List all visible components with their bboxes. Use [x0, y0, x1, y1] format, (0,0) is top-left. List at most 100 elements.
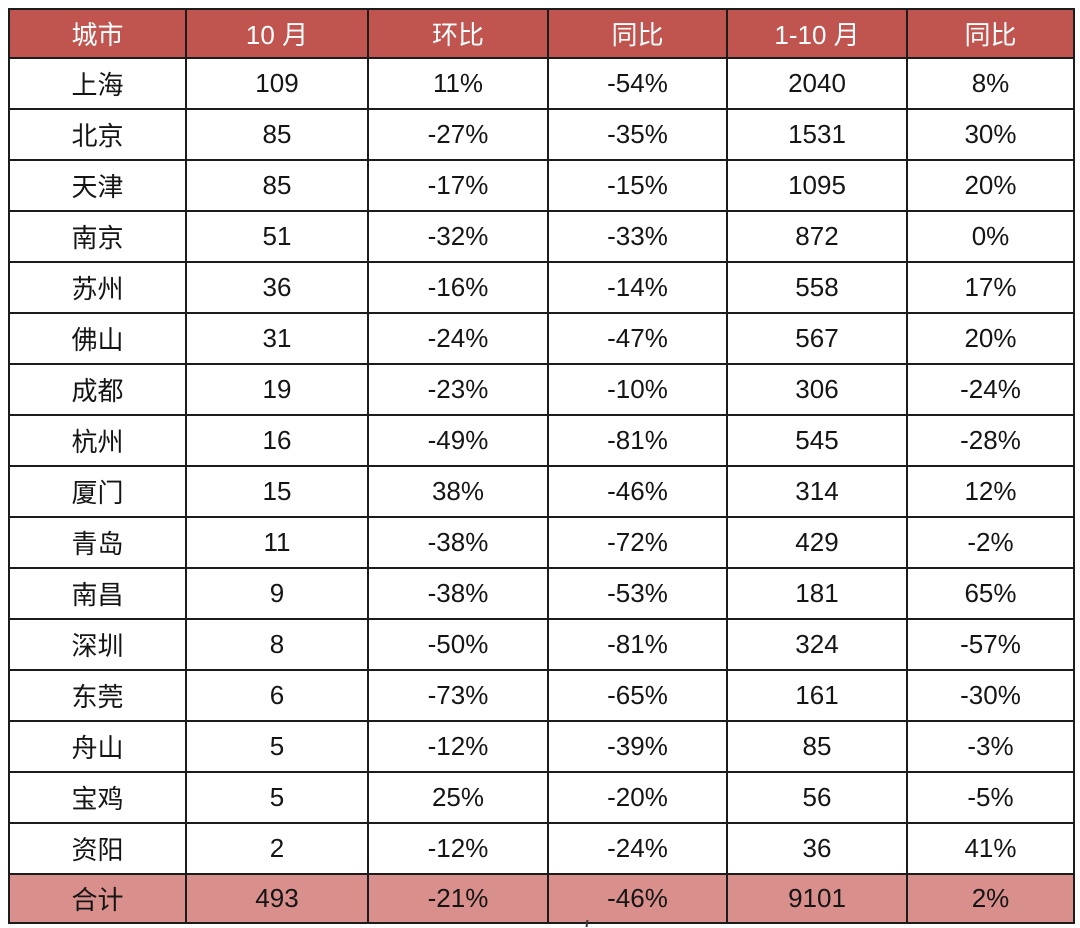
value-cell: 6 [185, 669, 369, 722]
total-row: 合计 493 -21% -46% 9101 2% [8, 873, 1075, 924]
value-cell: -81% [547, 414, 728, 467]
table-row: 资阳 2 -12% -24% 36 41% [8, 822, 1075, 875]
value-cell: -81% [547, 618, 728, 671]
value-cell: -3% [906, 720, 1075, 773]
table-row: 深圳 8 -50% -81% 324 -57% [8, 618, 1075, 671]
total-value-cell: -46% [547, 873, 728, 924]
value-cell: -30% [906, 669, 1075, 722]
value-cell: 161 [726, 669, 908, 722]
value-cell: 181 [726, 567, 908, 620]
city-name-cell: 杭州 [8, 414, 187, 467]
value-cell: -14% [547, 261, 728, 314]
table-row: 杭州 16 -49% -81% 545 -28% [8, 414, 1075, 467]
value-cell: 36 [726, 822, 908, 875]
stray-mark [585, 919, 589, 928]
value-cell: -57% [906, 618, 1075, 671]
column-header-3: 同比 [547, 8, 728, 59]
value-cell: 8 [185, 618, 369, 671]
column-header-4: 1-10 月 [726, 8, 908, 59]
value-cell: 314 [726, 465, 908, 518]
value-cell: 31 [185, 312, 369, 365]
table-row: 苏州 36 -16% -14% 558 17% [8, 261, 1075, 314]
value-cell: 36 [185, 261, 369, 314]
value-cell: -72% [547, 516, 728, 569]
value-cell: 9 [185, 567, 369, 620]
value-cell: -20% [547, 771, 728, 824]
value-cell: -65% [547, 669, 728, 722]
city-name-cell: 东莞 [8, 669, 187, 722]
value-cell: 51 [185, 210, 369, 263]
value-cell: -24% [367, 312, 549, 365]
value-cell: -50% [367, 618, 549, 671]
value-cell: 872 [726, 210, 908, 263]
value-cell: 15 [185, 465, 369, 518]
value-cell: 8% [906, 57, 1075, 110]
value-cell: -35% [547, 108, 728, 161]
value-cell: -24% [906, 363, 1075, 416]
value-cell: 85 [185, 159, 369, 212]
table-row: 宝鸡 5 25% -20% 56 -5% [8, 771, 1075, 824]
value-cell: 11% [367, 57, 549, 110]
value-cell: -23% [367, 363, 549, 416]
column-header-1: 10 月 [185, 8, 369, 59]
value-cell: -39% [547, 720, 728, 773]
value-cell: -28% [906, 414, 1075, 467]
value-cell: -17% [367, 159, 549, 212]
value-cell: 20% [906, 312, 1075, 365]
total-value-cell: 493 [185, 873, 369, 924]
value-cell: 30% [906, 108, 1075, 161]
table-row: 南昌 9 -38% -53% 181 65% [8, 567, 1075, 620]
value-cell: -54% [547, 57, 728, 110]
value-cell: -12% [367, 720, 549, 773]
column-header-2: 环比 [367, 8, 549, 59]
table-row: 东莞 6 -73% -65% 161 -30% [8, 669, 1075, 722]
city-name-cell: 舟山 [8, 720, 187, 773]
table-row: 青岛 11 -38% -72% 429 -2% [8, 516, 1075, 569]
value-cell: -38% [367, 567, 549, 620]
total-value-cell: 2% [906, 873, 1075, 924]
city-name-cell: 北京 [8, 108, 187, 161]
value-cell: -16% [367, 261, 549, 314]
city-name-cell: 苏州 [8, 261, 187, 314]
value-cell: -46% [547, 465, 728, 518]
value-cell: 324 [726, 618, 908, 671]
table-row: 上海 109 11% -54% 2040 8% [8, 57, 1075, 110]
value-cell: 20% [906, 159, 1075, 212]
value-cell: 1531 [726, 108, 908, 161]
table-row: 佛山 31 -24% -47% 567 20% [8, 312, 1075, 365]
value-cell: 567 [726, 312, 908, 365]
table-row: 南京 51 -32% -33% 872 0% [8, 210, 1075, 263]
table-row: 厦门 15 38% -46% 314 12% [8, 465, 1075, 518]
value-cell: 56 [726, 771, 908, 824]
value-cell: -5% [906, 771, 1075, 824]
value-cell: -47% [547, 312, 728, 365]
value-cell: 306 [726, 363, 908, 416]
total-value-cell: 9101 [726, 873, 908, 924]
value-cell: 11 [185, 516, 369, 569]
city-name-cell: 深圳 [8, 618, 187, 671]
total-value-cell: -21% [367, 873, 549, 924]
city-name-cell: 南京 [8, 210, 187, 263]
value-cell: -38% [367, 516, 549, 569]
city-name-cell: 成都 [8, 363, 187, 416]
table-row: 舟山 5 -12% -39% 85 -3% [8, 720, 1075, 773]
value-cell: 85 [726, 720, 908, 773]
value-cell: 5 [185, 771, 369, 824]
table-row: 天津 85 -17% -15% 1095 20% [8, 159, 1075, 212]
value-cell: 41% [906, 822, 1075, 875]
city-sales-table: 城市 10 月环比 同比 1-10 月同比 上海 109 11% -54% 2040 8% 北京 8… [8, 8, 1075, 924]
value-cell: -2% [906, 516, 1075, 569]
column-header-5: 同比 [906, 8, 1075, 59]
value-cell: -33% [547, 210, 728, 263]
city-name-cell: 资阳 [8, 822, 187, 875]
value-cell: 85 [185, 108, 369, 161]
value-cell: -12% [367, 822, 549, 875]
value-cell: -24% [547, 822, 728, 875]
city-name-cell: 厦门 [8, 465, 187, 518]
city-name-cell: 宝鸡 [8, 771, 187, 824]
value-cell: -27% [367, 108, 549, 161]
value-cell: 38% [367, 465, 549, 518]
value-cell: 16 [185, 414, 369, 467]
value-cell: -32% [367, 210, 549, 263]
value-cell: 545 [726, 414, 908, 467]
